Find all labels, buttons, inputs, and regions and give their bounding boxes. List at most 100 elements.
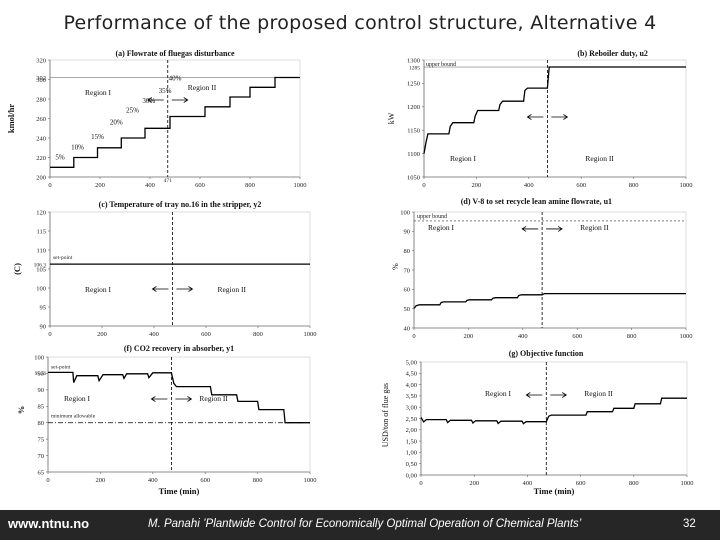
chart-g-xtick-label: 600 [576,480,586,487]
chart-c-xtick-label: 200 [97,331,107,338]
chart-g-ytick-label: 4,50 [406,371,417,378]
chart-b-ytick-label: 1300 [407,57,420,64]
chart-b-bound-label: upper bound [426,62,456,68]
chart-g-ytick-label: 1,00 [406,450,417,457]
chart-c-title: (c) Temperature of tray no.16 in the str… [99,200,262,209]
chart-g-arrow-left [525,392,543,398]
chart-d-xtick-label: 800 [627,333,637,340]
chart-d-xtick-label: 400 [518,333,528,340]
chart-f-ymarker-label: 95.26 [35,372,47,377]
chart-a-step-label: 25% [126,107,139,115]
chart-b-ytick-label: 1200 [407,104,420,111]
chart-f-ytick-label: 85 [38,404,45,411]
chart-a-xtick-label: 200 [95,182,105,189]
chart-a-ytick-label: 280 [36,96,46,103]
chart-d-ytick-label: 60 [404,287,411,294]
chart-a-ytick-label: 320 [36,57,46,64]
chart-a-step-label: 15% [91,133,104,141]
chart-c-xtick-label: 1000 [304,331,317,338]
chart-f-ytick-label: 80 [38,420,45,427]
chart-f-xtick-label: 600 [200,477,210,484]
chart-g-xlabel: Time (min) [534,486,575,496]
footer-url[interactable]: www.ntnu.no [8,516,90,531]
chart-c-region-i-label: Region I [85,285,112,294]
chart-g-ytick-label: 4,00 [406,382,417,389]
chart-c-ytick-label: 105 [36,266,46,273]
chart-c-region-ii-label: Region II [217,285,246,294]
chart-g-region-ii-label: Region II [584,389,613,398]
slide-title: Performance of the proposed control stru… [63,12,657,34]
chart-a-xtick-label: 600 [195,182,205,189]
chart-c-ymarker-label: 106.3 [34,262,47,268]
chart-b-ymarker-label: 1285 [409,65,420,71]
chart-d-ytick-label: 80 [404,248,411,255]
chart-g-arrow-right [550,392,568,398]
chart-a-step-label: 40% [169,74,182,82]
chart-f-xtick-label: 1000 [304,477,317,484]
chart-g-series-line [420,397,687,425]
chart-b-xtick-label: 1000 [680,182,693,189]
chart-g-title: (g) Objective function [509,349,584,358]
chart-f-xtick-label: 200 [96,477,106,484]
chart-f-xlabel: Time (min) [159,486,200,496]
chart-a-xtick-label: 0 [48,182,51,189]
chart-a-title: (a) Flowrate of fluegas disturbance [115,49,235,58]
chart-b-xtick-label: 800 [629,182,639,189]
chart-c-ylabel: (C) [12,263,22,275]
chart-d-xtick-label: 0 [412,333,415,340]
chart-b-ytick-label: 1150 [407,128,420,135]
chart-f-xtick-label: 0 [46,477,49,484]
chart-a-xtick-label: 1000 [294,182,307,189]
chart-d-ytick-label: 50 [404,306,411,313]
chart-b-xtick-label: 600 [576,182,586,189]
chart-f-arrow-left [150,396,168,402]
chart-c-ytick-label: 115 [36,228,46,235]
chart-a-ytick-label: 300 [36,77,46,84]
chart-g-ytick-label: 2,50 [406,416,417,423]
chart-d-ytick-label: 90 [404,229,411,236]
chart-c-ytick-label: 120 [36,209,46,216]
chart-g-ytick-label: 3,00 [406,405,417,412]
chart-c-xtick-label: 400 [149,331,159,338]
chart-g-xtick-label: 0 [419,480,422,487]
chart-a-xtick-label: 800 [245,182,255,189]
chart-a-xmarker-label: 471 [164,178,173,184]
chart-c-arrow-right [176,286,194,292]
chart-g-ytick-label: 0,00 [406,472,417,479]
chart-c-xtick-label: 600 [201,331,211,338]
chart-d-ytick-label: 40 [404,325,411,332]
chart-a-arrow-right [171,97,189,103]
chart-d-series-line [413,292,686,309]
chart-b-xtick-label: 400 [524,182,534,189]
chart-f-ytick-label: 70 [38,453,45,460]
chart-a-ytick-label: 220 [36,155,46,162]
chart-d-ytick-label: 70 [404,267,411,274]
chart-b-region-i-label: Region I [450,154,477,163]
chart-f-ytick-label: 95 [38,371,45,378]
chart-b-title: (b) Reboiler duty, u2 [577,49,648,58]
chart-b-ytick-label: 1100 [407,151,420,158]
chart-c-setpoint-label: set-point [53,255,73,261]
chart-c-ytick-label: 100 [36,285,46,292]
page-number: 32 [683,518,696,530]
chart-d-title: (d) V-8 to set recycle lean amine flowra… [461,197,612,206]
chart-a-ymarker-label: 302 [36,75,46,82]
chart-f-ylabel: % [16,406,26,415]
chart-d-bound-label: upper bound [417,214,447,220]
chart-a-step-label: 35% [159,87,172,95]
chart-b-xtick-label: 0 [422,182,425,189]
chart-b-ylabel: kW [387,112,396,124]
chart-a-ytick-label: 240 [36,135,46,142]
chart-f-region-ii-label: Region II [199,394,228,403]
chart-a-step-label: 5% [55,153,65,161]
chart-f-min-label: minimum allowable [51,414,96,420]
chart-a-step-label: 10% [71,144,84,152]
chart-f-ytick-label: 75 [38,436,45,443]
chart-d-region-i-label: Region I [428,223,455,232]
chart-f-region-i-label: Region I [64,394,91,403]
footer-bar: www.ntnu.no M. Panahi ’Plantwide Control… [0,510,720,540]
chart-a-region-ii-label: Region II [188,83,217,92]
chart-g-region-i-label: Region I [485,389,512,398]
chart-f-xtick-label: 800 [253,477,263,484]
chart-g-ytick-label: 0,50 [406,461,417,468]
